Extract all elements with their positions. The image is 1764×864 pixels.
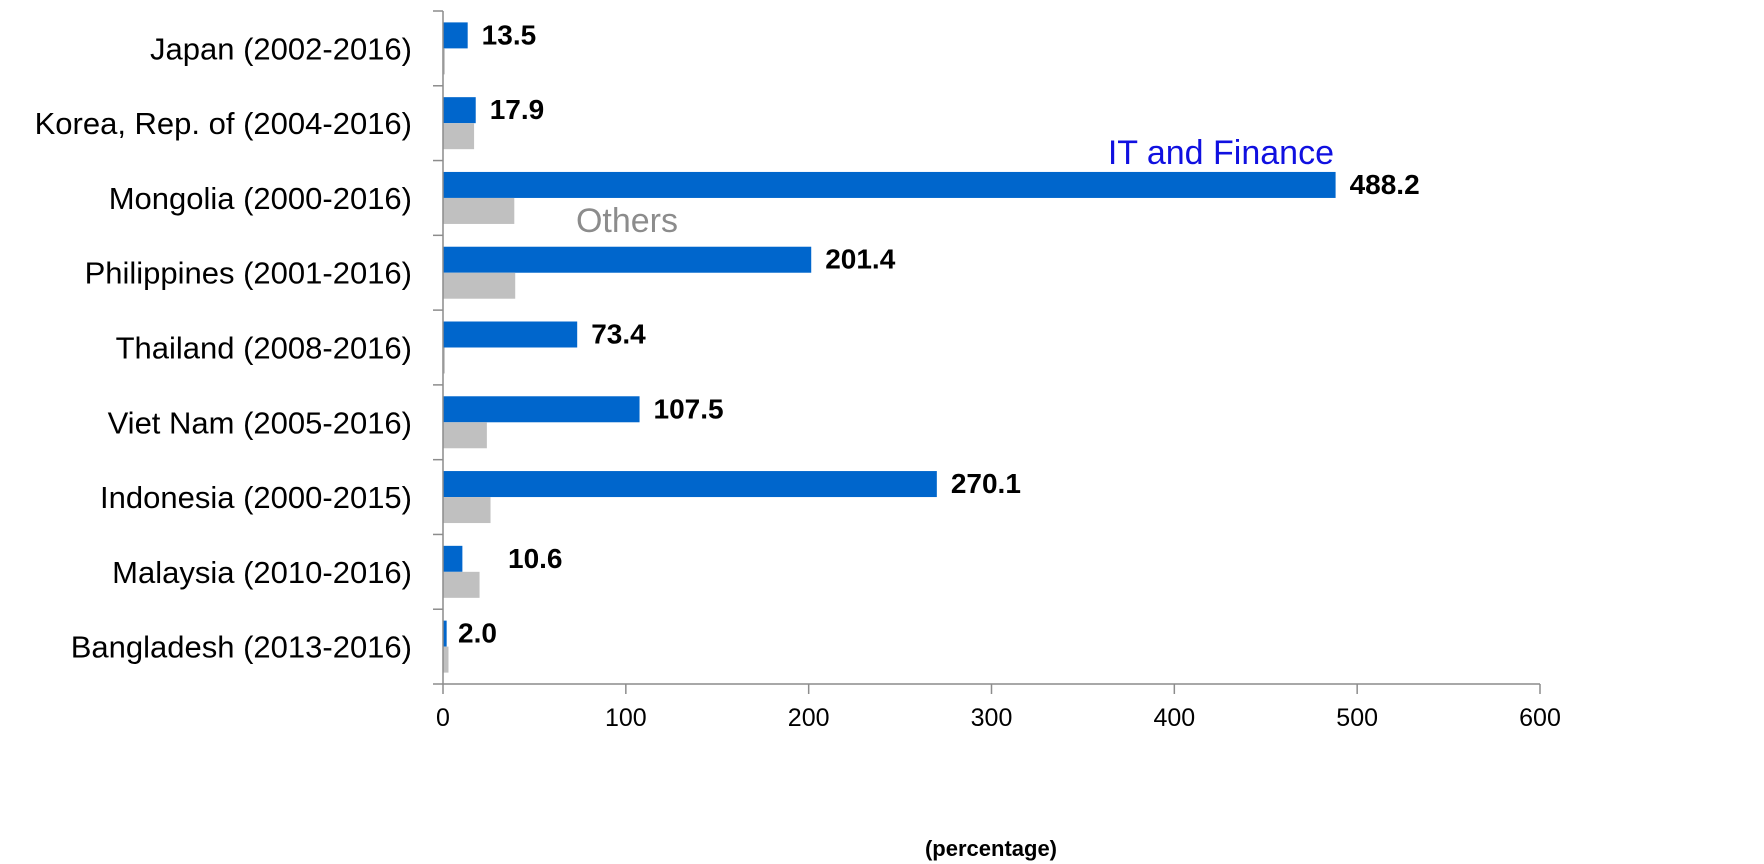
category-label: Thailand (2008-2016) — [116, 331, 412, 366]
data-labels-layer: 13.5 17.9 488.2 201.4 73.4 107.5 270.1 10.6 2.0 — [458, 19, 1420, 648]
x-tick-label: 500 — [1336, 704, 1378, 732]
x-tick-label: 400 — [1153, 704, 1195, 732]
category-labels-layer: Japan (2002-2016) Korea, Rep. of (2004-20… — [35, 31, 412, 664]
data-label-it-finance: 201.4 — [825, 244, 895, 275]
data-label-it-finance: 13.5 — [482, 19, 537, 50]
bar-it-finance — [443, 97, 476, 124]
bar-others — [443, 422, 487, 449]
bar-it-finance — [443, 471, 937, 498]
x-tick-label: 200 — [788, 704, 830, 732]
x-tick-label: 300 — [971, 704, 1013, 732]
category-label: Indonesia (2000-2015) — [100, 480, 412, 515]
series-annotation-it-finance: IT and Finance — [1108, 134, 1334, 172]
data-label-it-finance: 17.9 — [490, 94, 545, 125]
bar-it-finance — [443, 246, 812, 273]
category-label: Japan (2002-2016) — [150, 31, 412, 66]
data-label-it-finance: 2.0 — [458, 618, 497, 649]
data-label-it-finance: 10.6 — [508, 543, 563, 574]
bar-others — [443, 197, 515, 224]
bar-others — [443, 48, 445, 75]
data-label-it-finance: 488.2 — [1350, 169, 1420, 200]
bar-it-finance — [443, 22, 468, 49]
bar-it-finance — [443, 171, 1336, 198]
x-tick-label: 0 — [436, 704, 450, 732]
bar-others — [443, 571, 480, 598]
bar-others — [443, 497, 491, 524]
bar-it-finance — [443, 396, 640, 423]
bar-it-finance — [443, 545, 463, 572]
category-label: Korea, Rep. of (2004-2016) — [35, 106, 412, 141]
tick-labels-layer: 0 100 200 300 400 500 600 — [436, 704, 1561, 732]
category-label: Viet Nam (2005-2016) — [108, 405, 412, 440]
x-tick-label: 100 — [605, 704, 647, 732]
series-annotation-others: Others — [576, 202, 678, 240]
bar-others — [443, 272, 516, 299]
data-label-it-finance: 270.1 — [951, 468, 1021, 499]
data-label-it-finance: 73.4 — [591, 319, 646, 350]
axes-layer — [433, 10, 1541, 694]
category-label: Malaysia (2010-2016) — [112, 555, 412, 590]
bar-others — [443, 646, 449, 673]
bar-others — [443, 123, 475, 150]
bar-others — [443, 347, 445, 374]
category-label: Mongolia (2000-2016) — [109, 181, 412, 216]
bars-layer — [443, 22, 1336, 673]
category-label: Philippines (2001-2016) — [85, 256, 412, 291]
bar-it-finance — [443, 620, 447, 647]
x-axis-title: (percentage) — [925, 836, 1057, 861]
bar-it-finance — [443, 321, 578, 348]
data-label-it-finance: 107.5 — [654, 393, 724, 424]
x-tick-label: 600 — [1519, 704, 1561, 732]
category-label: Bangladesh (2013-2016) — [71, 630, 412, 665]
